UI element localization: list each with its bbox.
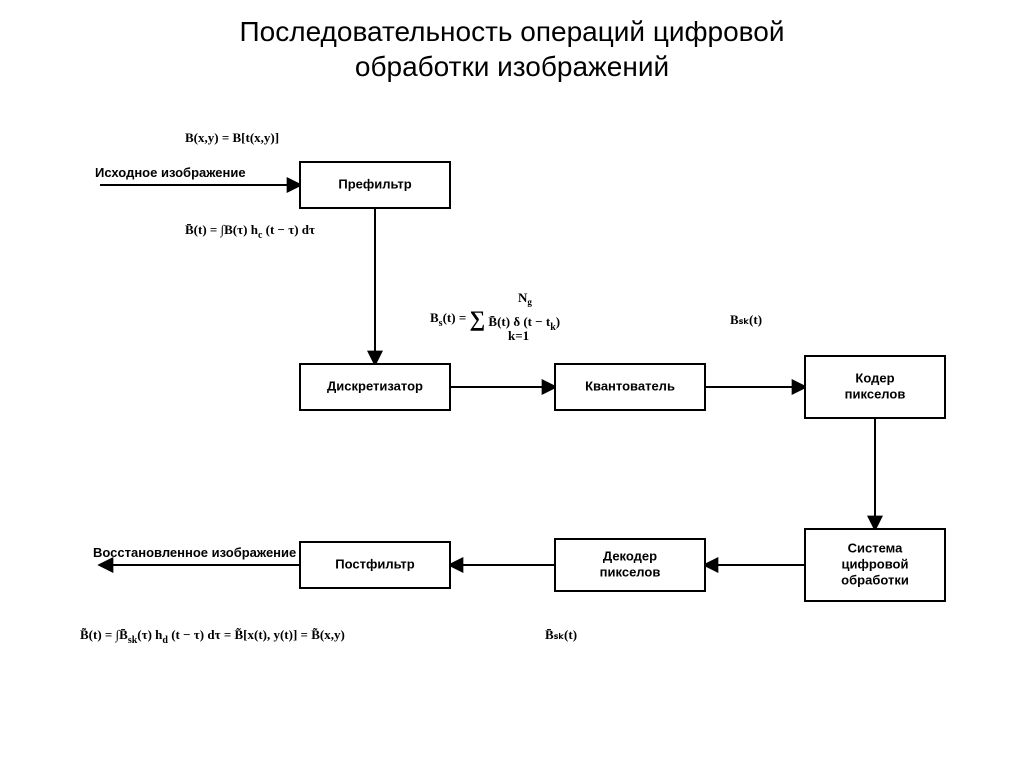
flowchart: ПрефильтрДискретизаторКвантовательКодерп… [0,84,1024,764]
title-line1: Последовательность операций цифровой [240,16,785,47]
node-label-prefilter-0: Префильтр [338,176,411,191]
formula-f4: B̃(t) = ∫B̄sk(τ) hd (t − τ) dτ = B̃[x(t)… [80,627,345,646]
node-quantizer: Квантователь [555,364,705,410]
title-line2: обработки изображений [355,51,669,82]
node-postfilter: Постфильтр [300,542,450,588]
node-label-quantizer-0: Квантователь [585,378,675,393]
annotation-output-label: Восстановленное изображение [93,545,296,560]
node-label-discretizer-0: Дискретизатор [327,378,423,393]
formula-f1: B(x,y) = B[t(x,y)] [185,130,279,145]
node-coder: Кодерпикселов [805,356,945,418]
node-dsp: Системацифровойобработки [805,529,945,601]
formula-f3: k=1 [508,328,529,343]
annotation-input-label: Исходное изображение [95,165,246,180]
node-label-dsp-1: цифровой [842,556,909,571]
node-label-decoder-0: Декодер [603,548,657,563]
formula-f3: Ng [518,290,532,307]
formula-f2: B̄(t) = ∫B(τ) hc (t − τ) dτ [185,222,315,241]
annotation-bsk-bot: B̄ₛₖ(t) [545,627,577,642]
node-label-decoder-1: пикселов [600,564,661,579]
node-label-postfilter-0: Постфильтр [335,556,415,571]
page-title: Последовательность операций цифровой обр… [0,0,1024,84]
node-discretizer: Дискретизатор [300,364,450,410]
node-label-dsp-2: обработки [841,572,909,587]
formula-f3: Bs(t) = ∑ B̄(t) δ (t − tk) [430,306,560,333]
node-prefilter: Префильтр [300,162,450,208]
node-label-coder-1: пикселов [845,386,906,401]
annotation-bsk-top: Bₛₖ(t) [730,312,762,327]
node-label-dsp-0: Система [848,540,903,555]
node-label-coder-0: Кодер [855,370,894,385]
node-decoder: Декодерпикселов [555,539,705,591]
